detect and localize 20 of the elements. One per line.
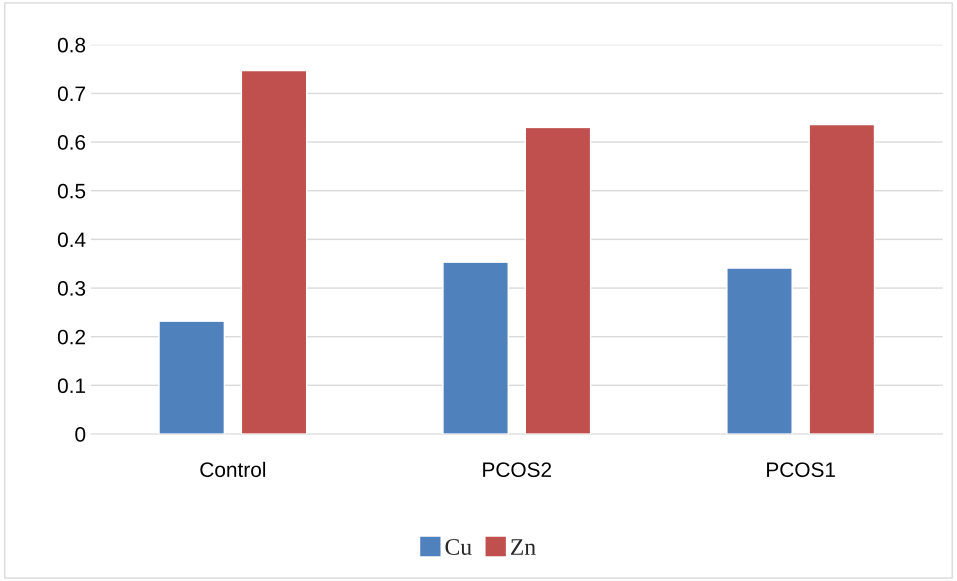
y-tick-label: 0.5 [58,184,86,198]
y-tick-label: 0.8 [58,38,86,52]
y-tick-label: 0.4 [58,232,86,248]
x-tick-label: PCOS1 [767,462,835,478]
x-tick-label: PCOS2 [483,462,552,478]
y-tick-label: 0.6 [58,135,86,150]
bar [808,124,876,434]
y-tick-label: 0.7 [58,86,86,102]
bar [524,126,592,434]
y-tick-label: 0.2 [58,330,86,344]
legend-label: Cu [445,539,472,555]
y-tick-label: 0.1 [58,378,86,394]
legend-label: Zn [510,539,536,555]
y-tick-label: 0 [75,427,86,442]
bar [726,267,793,434]
bar [158,320,226,434]
bar [442,262,509,434]
bar [240,70,308,434]
x-tick-label: Control [200,462,266,478]
y-tick-label: 0.3 [58,281,86,296]
